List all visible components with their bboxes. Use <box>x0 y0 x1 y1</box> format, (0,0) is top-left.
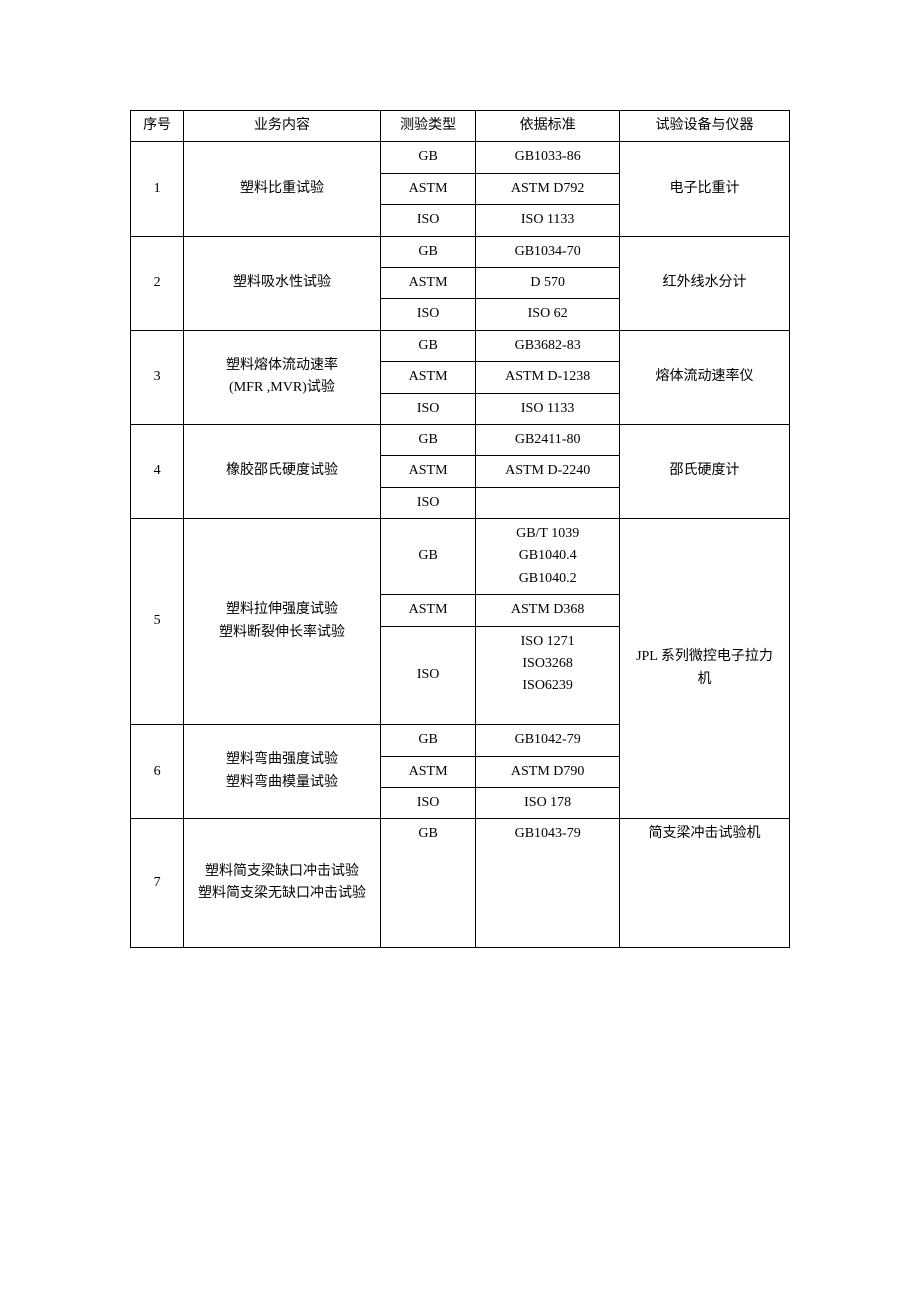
cell-biz: 塑料熔体流动速率(MFR ,MVR)试验 <box>184 330 381 424</box>
cell-type: ASTM <box>380 456 476 487</box>
cell-equip: 简支梁冲击试验机 <box>619 819 789 948</box>
cell-std: GB/T 1039GB1040.4GB1040.2 <box>476 519 619 595</box>
cell-equip: 电子比重计 <box>619 142 789 236</box>
cell-type: ISO <box>380 393 476 424</box>
cell-std: ASTM D792 <box>476 173 619 204</box>
cell-equip: 红外线水分计 <box>619 236 789 330</box>
page: 序号业务内容测验类型依据标准试验设备与仪器1塑料比重试验GBGB1033-86电… <box>0 0 920 948</box>
cell-std: D 570 <box>476 267 619 298</box>
cell-std: ASTM D-2240 <box>476 456 619 487</box>
cell-std <box>476 487 619 518</box>
cell-biz: 塑料拉伸强度试验塑料断裂伸长率试验 <box>184 519 381 725</box>
table-row: 1塑料比重试验GBGB1033-86电子比重计 <box>131 142 790 173</box>
cell-type: ISO <box>380 626 476 725</box>
cell-seq: 6 <box>131 725 184 819</box>
table-row: 4橡胶邵氏硬度试验GBGB2411-80邵氏硬度计 <box>131 424 790 455</box>
cell-type: ISO <box>380 205 476 236</box>
cell-seq: 2 <box>131 236 184 330</box>
cell-type: ASTM <box>380 595 476 626</box>
cell-std: GB2411-80 <box>476 424 619 455</box>
cell-equip: 邵氏硬度计 <box>619 424 789 518</box>
cell-std: GB1033-86 <box>476 142 619 173</box>
cell-std: GB1042-79 <box>476 725 619 756</box>
table-row: 7塑料简支梁缺口冲击试验塑料简支梁无缺口冲击试验GBGB1043-79简支梁冲击… <box>131 819 790 948</box>
cell-type: GB <box>380 424 476 455</box>
table-row: 2塑料吸水性试验GBGB1034-70红外线水分计 <box>131 236 790 267</box>
cell-std: ASTM D368 <box>476 595 619 626</box>
standards-table: 序号业务内容测验类型依据标准试验设备与仪器1塑料比重试验GBGB1033-86电… <box>130 110 790 948</box>
cell-type: GB <box>380 725 476 756</box>
cell-std: ISO 1133 <box>476 205 619 236</box>
cell-type: GB <box>380 330 476 361</box>
cell-biz: 塑料比重试验 <box>184 142 381 236</box>
cell-seq: 7 <box>131 819 184 948</box>
col-header-seq: 序号 <box>131 111 184 142</box>
cell-std: ISO 178 <box>476 787 619 818</box>
cell-std: GB1034-70 <box>476 236 619 267</box>
table-header-row: 序号业务内容测验类型依据标准试验设备与仪器 <box>131 111 790 142</box>
cell-type: GB <box>380 236 476 267</box>
cell-equip: 熔体流动速率仪 <box>619 330 789 424</box>
cell-biz: 塑料吸水性试验 <box>184 236 381 330</box>
cell-biz: 塑料弯曲强度试验塑料弯曲模量试验 <box>184 725 381 819</box>
cell-biz: 橡胶邵氏硬度试验 <box>184 424 381 518</box>
cell-seq: 3 <box>131 330 184 424</box>
col-header-equip: 试验设备与仪器 <box>619 111 789 142</box>
cell-std: ISO 62 <box>476 299 619 330</box>
cell-std: ASTM D790 <box>476 756 619 787</box>
cell-type: ASTM <box>380 267 476 298</box>
col-header-type: 测验类型 <box>380 111 476 142</box>
cell-seq: 4 <box>131 424 184 518</box>
cell-type: GB <box>380 519 476 595</box>
cell-equip: JPL 系列微控电子拉力机 <box>619 519 789 819</box>
cell-type: ASTM <box>380 362 476 393</box>
table-row: 3塑料熔体流动速率(MFR ,MVR)试验GBGB3682-83熔体流动速率仪 <box>131 330 790 361</box>
cell-seq: 1 <box>131 142 184 236</box>
col-header-biz: 业务内容 <box>184 111 381 142</box>
cell-std: ASTM D-1238 <box>476 362 619 393</box>
cell-seq: 5 <box>131 519 184 725</box>
col-header-std: 依据标准 <box>476 111 619 142</box>
cell-type: ASTM <box>380 756 476 787</box>
cell-type: ISO <box>380 299 476 330</box>
cell-type: GB <box>380 819 476 948</box>
cell-type: GB <box>380 142 476 173</box>
table-row: 5塑料拉伸强度试验塑料断裂伸长率试验GBGB/T 1039GB1040.4GB1… <box>131 519 790 595</box>
cell-biz: 塑料简支梁缺口冲击试验塑料简支梁无缺口冲击试验 <box>184 819 381 948</box>
cell-type: ASTM <box>380 173 476 204</box>
cell-type: ISO <box>380 787 476 818</box>
cell-std: GB1043-79 <box>476 819 619 948</box>
cell-std: GB3682-83 <box>476 330 619 361</box>
cell-std: ISO 1133 <box>476 393 619 424</box>
cell-std: ISO 1271ISO3268ISO6239 <box>476 626 619 725</box>
cell-type: ISO <box>380 487 476 518</box>
